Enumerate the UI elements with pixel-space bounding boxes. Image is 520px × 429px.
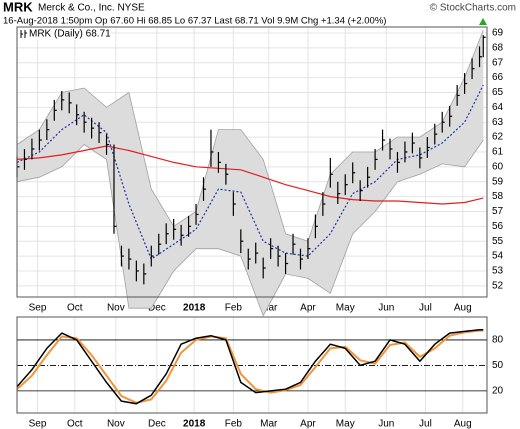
x-tick-label: Dec (148, 303, 166, 314)
x-tick-label: Apr (300, 303, 316, 314)
y-tick-label: 69 (492, 28, 504, 39)
y-tick-label: 63 (492, 117, 504, 128)
y-tick-label: 58 (492, 191, 504, 202)
x-tick-label: Sep (29, 303, 47, 314)
x-tick-label: Mar (260, 419, 278, 429)
x-tick-label: Nov (107, 419, 125, 429)
x-tick-label: Feb (225, 303, 243, 314)
chart-subtitle: Merck & Co., Inc. NYSE (38, 3, 145, 14)
x-tick-label: May (336, 303, 355, 314)
y-tick-label: 68 (492, 42, 504, 53)
y-tick-label: 67 (492, 57, 504, 68)
legend: MRK (Daily) 68.71 (29, 29, 111, 40)
y-tick-label: 59 (492, 176, 504, 187)
y-tick-label: 61 (492, 147, 504, 158)
quote-info: 16-Aug-2018 1:50pm Op 67.60 Hi 68.85 Lo … (3, 16, 386, 27)
band-edge (16, 29, 484, 242)
y-tick-label: 53 (492, 266, 504, 277)
x-tick-label: Nov (107, 303, 125, 314)
y-tick-label: 56 (492, 221, 504, 232)
x-tick-label: May (336, 419, 355, 429)
x-tick-label: 2018 (183, 303, 206, 314)
plot-frame (16, 26, 488, 298)
y-tick-label: 66 (492, 72, 504, 83)
moving-average (16, 145, 484, 205)
x-tick-label: Oct (67, 419, 83, 429)
y-tick-label: 52 (492, 280, 504, 291)
legend-icon (20, 30, 27, 38)
moving-average (16, 84, 484, 261)
up-arrow (479, 18, 487, 25)
plot-area (17, 317, 487, 413)
oscillator-line (16, 328, 484, 405)
y-tick-label: 50 (492, 360, 504, 371)
y-tick-label: 20 (492, 386, 504, 397)
x-tick-label: Aug (454, 303, 472, 314)
source: © StockCharts.com (430, 3, 516, 14)
y-tick-label: 62 (492, 132, 504, 143)
x-tick-label: Jun (378, 303, 394, 314)
y-tick-label: 80 (492, 335, 504, 346)
y-tick-label: 64 (492, 102, 504, 113)
plot-frame (16, 316, 488, 414)
x-tick-label: Feb (225, 419, 243, 429)
chart-title: MRK (3, 0, 33, 14)
x-tick-label: Jul (419, 303, 432, 314)
y-tick-label: 54 (492, 251, 504, 262)
band-edge (16, 139, 484, 317)
y-tick-label: 65 (492, 87, 504, 98)
x-tick-label: Mar (260, 303, 278, 314)
x-tick-label: Apr (300, 419, 316, 429)
legend-box (18, 28, 110, 40)
x-tick-label: Jul (419, 419, 432, 429)
x-tick-label: Sep (29, 419, 47, 429)
x-tick-label: Oct (67, 303, 83, 314)
y-tick-label: 57 (492, 206, 504, 217)
y-tick-label: 60 (492, 161, 504, 172)
x-tick-label: 2018 (183, 419, 206, 429)
x-tick-label: Aug (454, 419, 472, 429)
oscillator-line (16, 329, 484, 404)
x-tick-label: Dec (148, 419, 166, 429)
y-tick-label: 55 (492, 236, 504, 247)
x-tick-label: Jun (378, 419, 394, 429)
